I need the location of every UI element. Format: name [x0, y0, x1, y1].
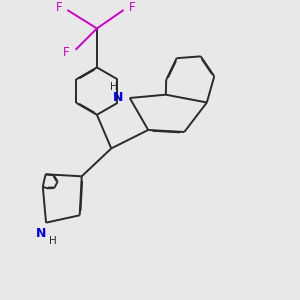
Text: N: N — [36, 227, 46, 240]
Text: F: F — [63, 46, 69, 59]
Text: N: N — [112, 91, 123, 103]
Text: F: F — [56, 1, 62, 14]
Text: H: H — [49, 236, 57, 246]
Text: F: F — [129, 1, 136, 14]
Text: H: H — [110, 82, 118, 92]
